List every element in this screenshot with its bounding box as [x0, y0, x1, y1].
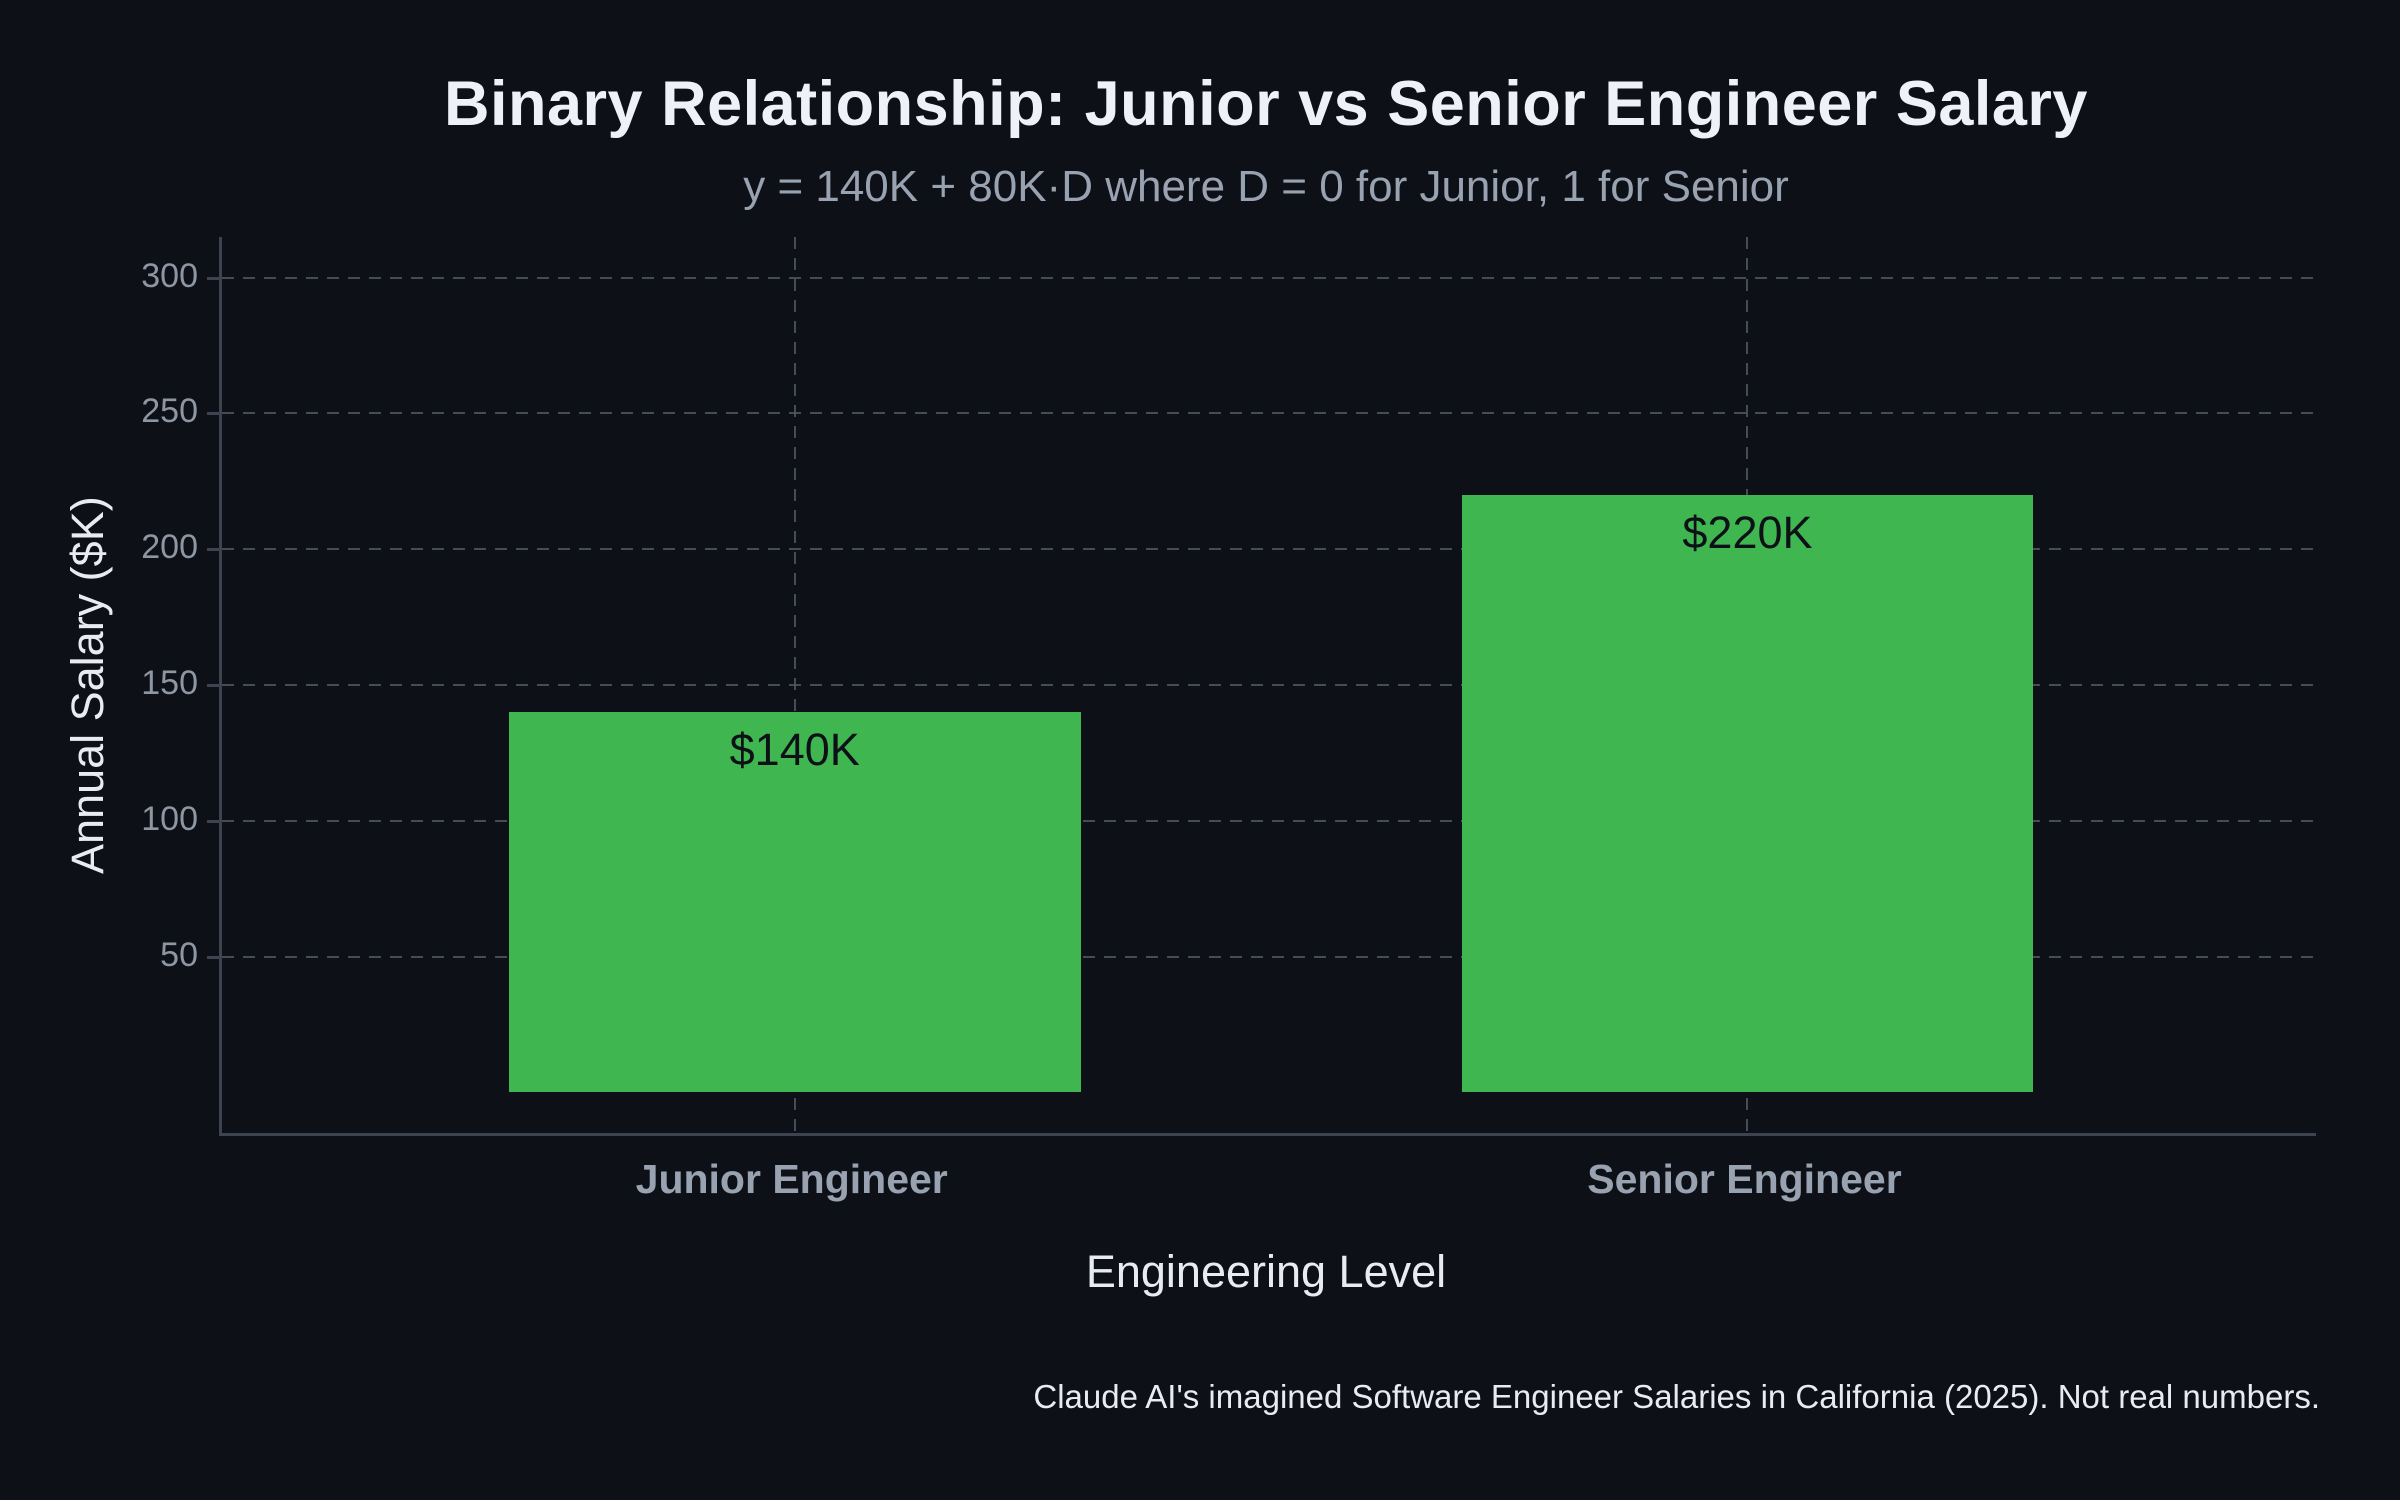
y-tick-label: 200: [141, 528, 198, 567]
gridline-y-50: [222, 955, 2316, 958]
y-tick-mark: [207, 684, 221, 687]
bar-senior-engineer: $220K: [1461, 494, 2034, 1093]
chart-subtitle: y = 140K + 80K·D where D = 0 for Junior,…: [743, 162, 1789, 211]
y-tick-mark: [207, 819, 221, 823]
bar-value-label: $140K: [729, 724, 860, 776]
gridline-y-200: [222, 548, 2316, 551]
y-tick-label: 250: [141, 392, 198, 431]
chart-title: Binary Relationship: Junior vs Senior En…: [444, 69, 2088, 139]
x-tick-label-2: Senior Engineer: [1587, 1156, 1902, 1202]
y-tick-mark: [207, 955, 221, 959]
gridline-y-300: [222, 276, 2316, 279]
x-tick-label-1: Junior Engineer: [635, 1156, 948, 1202]
bar-junior-engineer: $140K: [508, 712, 1081, 1093]
y-tick-mark: [207, 548, 221, 552]
x-axis-label: Engineering Level: [1085, 1246, 1447, 1297]
footer-caption: Claude AI's imagined Software Engineer S…: [1033, 1378, 2320, 1415]
gridline-x-1: [793, 237, 796, 1133]
y-tick-label: 150: [141, 663, 198, 702]
y-tick-mark: [207, 412, 221, 416]
gridline-y-150: [222, 684, 2316, 686]
y-tick-label: 50: [160, 935, 198, 974]
y-tick-label: 300: [141, 256, 198, 295]
y-tick-label: 100: [141, 799, 198, 838]
gridline-y-250: [222, 412, 2316, 415]
gridline-y-100: [222, 819, 2316, 822]
y-axis-label: Annual Salary ($K): [62, 496, 113, 874]
plot-area: 50 100 150 200 250 300 $140K $220K: [141, 237, 2316, 1136]
bar-value-label: $220K: [1682, 506, 1813, 558]
x-tick-labels: Junior Engineer Senior Engineer: [219, 1156, 2313, 1216]
y-tick-mark: [207, 276, 221, 280]
